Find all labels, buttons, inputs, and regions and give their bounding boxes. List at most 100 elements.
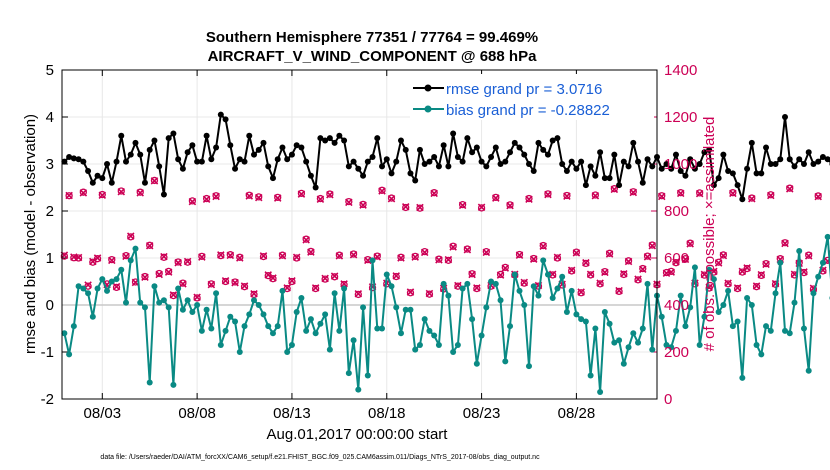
y-axis-label-right: # of obs: o=possible; ×=assimilated bbox=[701, 117, 718, 352]
bias-point bbox=[440, 280, 447, 287]
possible-obs-point bbox=[762, 259, 770, 268]
x-tick-label: 08/08 bbox=[178, 405, 216, 422]
assimilated-obs-point bbox=[292, 253, 301, 262]
rmse-point bbox=[706, 146, 713, 153]
rmse-point bbox=[383, 156, 390, 163]
possible-obs-point bbox=[752, 283, 761, 291]
bias-point bbox=[184, 297, 191, 304]
bias-point bbox=[568, 287, 575, 294]
assimilated-obs-point bbox=[112, 282, 121, 291]
possible-obs-point bbox=[397, 253, 405, 261]
rmse-point bbox=[469, 149, 476, 156]
assimilated-obs-point bbox=[473, 284, 481, 292]
rmse-point bbox=[85, 168, 92, 175]
bias-point bbox=[525, 363, 532, 370]
possible-obs-point bbox=[601, 267, 609, 276]
rmse-point bbox=[701, 149, 708, 156]
rmse-point bbox=[113, 158, 120, 165]
bias-point bbox=[364, 372, 371, 379]
rmse-point bbox=[165, 135, 172, 142]
bias-point bbox=[611, 339, 618, 346]
possible-obs-point bbox=[169, 291, 178, 300]
bias-point bbox=[530, 283, 537, 290]
rmse-point bbox=[146, 146, 153, 153]
possible-obs-point bbox=[269, 275, 277, 283]
possible-obs-point bbox=[255, 193, 263, 201]
assimilated-obs-point bbox=[785, 185, 794, 193]
assimilated-obs-point bbox=[586, 270, 595, 278]
possible-obs-point bbox=[165, 267, 173, 276]
possible-obs-point bbox=[515, 250, 524, 259]
possible-obs-point bbox=[373, 252, 381, 260]
bias-point bbox=[805, 367, 812, 374]
rmse-point bbox=[322, 137, 329, 144]
bias-point bbox=[85, 290, 92, 297]
bias-point bbox=[450, 349, 457, 355]
assimilated-obs-point bbox=[501, 264, 510, 272]
rmse-point bbox=[298, 144, 305, 151]
assimilated-obs-point bbox=[345, 198, 353, 207]
assimilated-obs-point bbox=[496, 271, 505, 279]
bias-point bbox=[819, 259, 826, 266]
rmse-point bbox=[331, 139, 338, 146]
bias-point bbox=[260, 311, 267, 318]
assimilated-obs-point bbox=[122, 252, 130, 261]
bias-point bbox=[554, 285, 561, 292]
rmse-point bbox=[758, 170, 765, 177]
bias-point bbox=[710, 276, 717, 283]
possible-obs-point bbox=[122, 251, 130, 260]
possible-obs-point bbox=[781, 239, 789, 247]
bias-point bbox=[739, 374, 746, 381]
rmse-point bbox=[748, 139, 755, 146]
assimilated-obs-point bbox=[482, 248, 491, 257]
bias-point bbox=[696, 341, 703, 348]
possible-obs-point bbox=[368, 283, 377, 292]
rmse-point bbox=[66, 153, 73, 160]
chart-title-line2: AIRCRAFT_V_WIND_COMPONENT @ 688 hPa bbox=[208, 48, 538, 65]
bias-point bbox=[815, 273, 822, 280]
rmse-point bbox=[525, 161, 532, 167]
rmse-point bbox=[492, 144, 499, 151]
assimilated-obs-point bbox=[307, 248, 315, 256]
possible-obs-point bbox=[345, 197, 353, 206]
possible-obs-point bbox=[117, 187, 125, 195]
rmse-point bbox=[592, 172, 599, 179]
possible-obs-point bbox=[662, 268, 671, 277]
y-left-tick-label: -1 bbox=[41, 344, 54, 361]
bias-point bbox=[75, 283, 82, 290]
bias-point bbox=[94, 285, 101, 292]
bias-point bbox=[744, 294, 751, 301]
bias-point bbox=[189, 309, 196, 316]
possible-obs-point bbox=[681, 255, 690, 263]
bias-point bbox=[502, 358, 509, 365]
bias-point bbox=[763, 323, 770, 330]
bias-point bbox=[108, 278, 115, 285]
bias-point bbox=[625, 344, 632, 351]
assimilated-obs-point bbox=[269, 274, 277, 282]
assimilated-obs-point bbox=[477, 203, 486, 212]
bias-point bbox=[251, 297, 258, 304]
assimilated-obs-point bbox=[762, 260, 770, 269]
rmse-point bbox=[388, 170, 395, 177]
assimilated-obs-point bbox=[748, 195, 756, 203]
possible-obs-point bbox=[572, 248, 581, 256]
legend: rmse grand pr = 3.0716 bias grand pr = -… bbox=[410, 74, 654, 120]
assimilated-obs-point bbox=[643, 253, 652, 261]
bias-point bbox=[616, 337, 623, 344]
assimilated-obs-point bbox=[814, 192, 822, 201]
possible-obs-point bbox=[155, 269, 163, 278]
rmse-point bbox=[497, 161, 504, 167]
legend-rmse-label: rmse grand pr = 3.0716 bbox=[446, 81, 602, 98]
bias-point bbox=[412, 346, 419, 353]
bias-point bbox=[397, 330, 404, 337]
bias-point bbox=[597, 388, 604, 395]
rmse-point bbox=[616, 182, 623, 189]
assimilated-obs-point bbox=[98, 191, 107, 200]
assimilated-obs-point bbox=[349, 250, 358, 259]
assimilated-obs-point bbox=[463, 246, 472, 254]
bias-point bbox=[279, 287, 286, 294]
rmse-point bbox=[236, 156, 243, 163]
bias-point bbox=[269, 330, 276, 337]
rmse-point bbox=[255, 146, 262, 153]
bias-point bbox=[132, 245, 139, 252]
